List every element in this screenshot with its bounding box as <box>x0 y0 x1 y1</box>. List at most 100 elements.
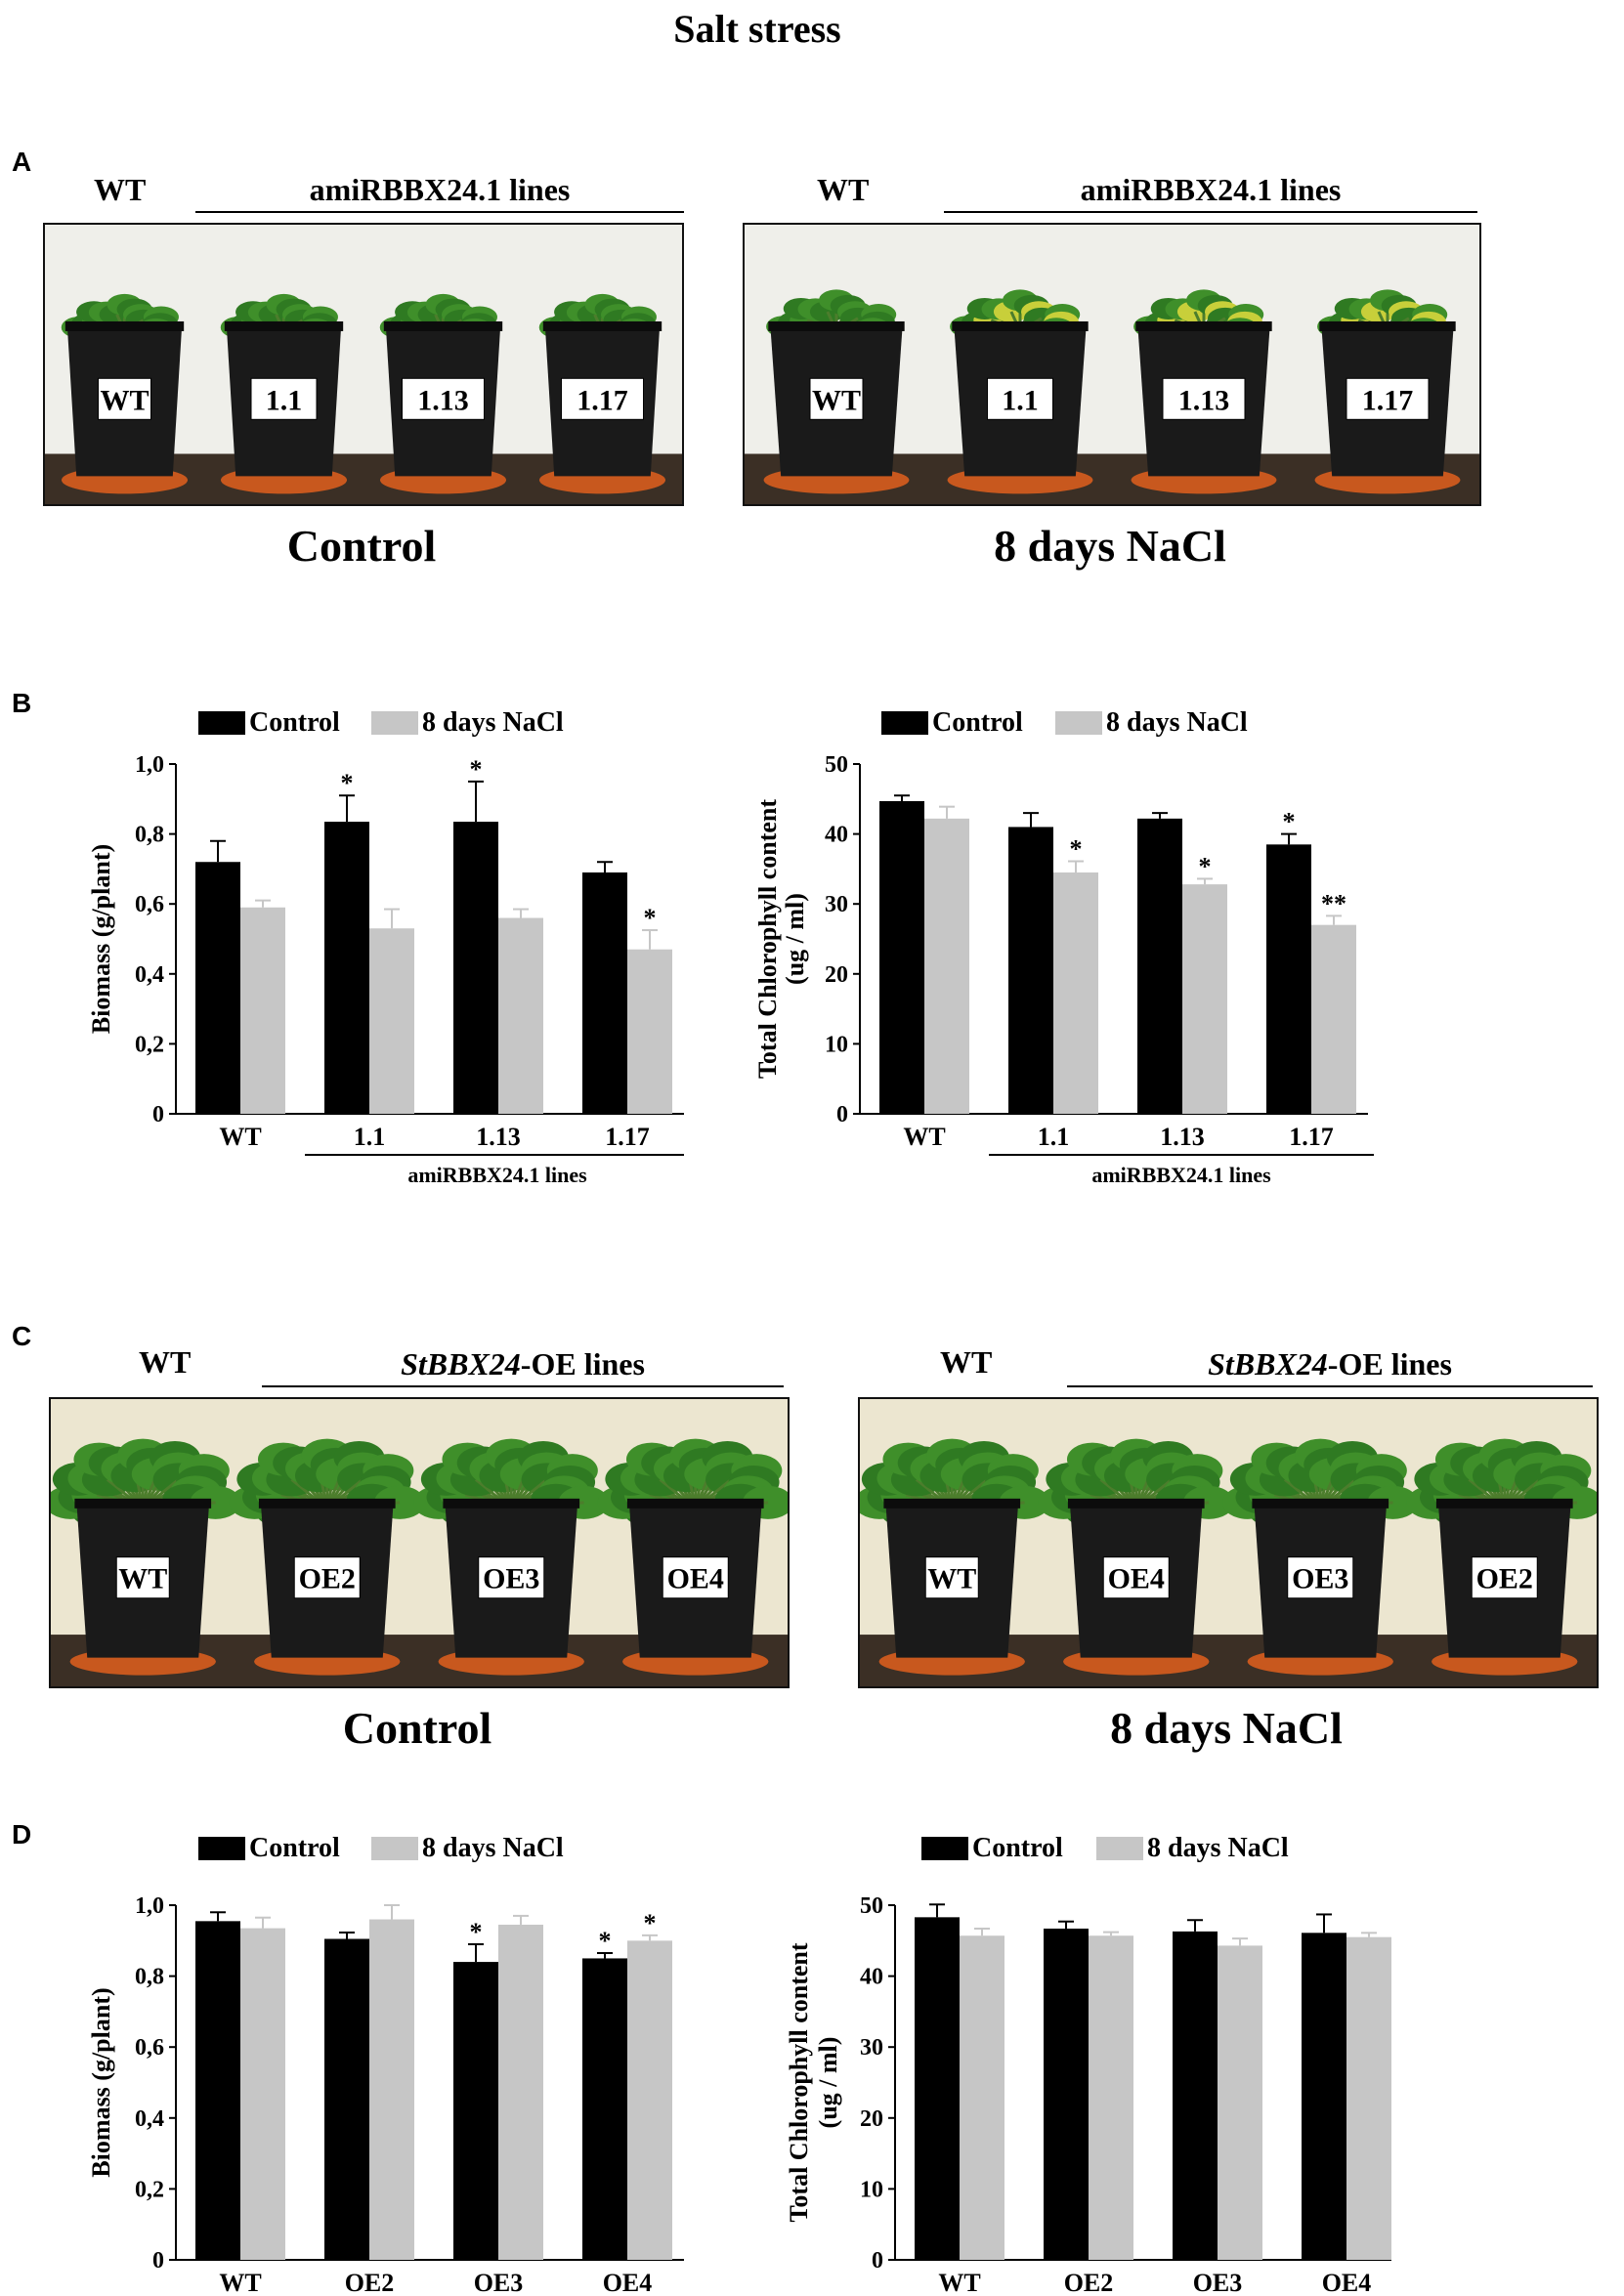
panel-c-control-photo: WT OE2 OE3 OE4 <box>49 1397 790 1688</box>
y-tick-label: 50 <box>860 1893 883 1919</box>
panel-d-chlorophyll-chart: Control 8 days NaCl 0 10 20 30 40 50 Total Chlor… <box>785 1833 1391 2296</box>
bar-nacl <box>498 917 543 1114</box>
pot-rim <box>64 320 185 331</box>
bar-nacl <box>924 818 969 1114</box>
significance-mark: ** <box>1321 889 1346 917</box>
y-axis-label: Biomass (g/plant) <box>87 1987 115 2177</box>
y-tick-label: 0 <box>152 1102 164 1127</box>
pot-label-tag <box>293 1556 361 1599</box>
panel-letter-a: A <box>12 147 32 177</box>
legend-label-nacl: 8 days NaCl <box>1147 1833 1289 1863</box>
y-tick-label: 0 <box>836 1102 848 1127</box>
panel-a-left-header-rule <box>195 211 684 213</box>
pot-label: 1.1 <box>1002 384 1039 416</box>
pot-rim <box>542 320 662 331</box>
panel-letter-c: C <box>12 1321 32 1351</box>
panel-a-left-wt-header: WT <box>94 172 147 207</box>
plant-photo-illustration: WT OE2 OE3 OE4 <box>51 1399 788 1686</box>
significance-mark: * <box>1283 808 1296 836</box>
x-tick-label: OE3 <box>1193 2269 1243 2296</box>
bar-control <box>324 1938 369 2260</box>
gene-name-italic: StBBX24 <box>1208 1346 1328 1382</box>
panel-a-right-header-rule <box>944 211 1477 213</box>
bar-control <box>879 800 924 1114</box>
bar-nacl <box>627 949 672 1114</box>
group-label: amiRBBX24.1 lines <box>1091 1163 1271 1187</box>
bar-nacl <box>1053 872 1098 1114</box>
pot-label-tag <box>98 377 151 420</box>
x-tick-label: WT <box>219 2269 261 2296</box>
significance-mark: * <box>1199 852 1212 880</box>
panel-letter-d: D <box>12 1819 32 1850</box>
panel-a-control-photo: WT 1.1 1.13 1.17 <box>43 223 684 506</box>
significance-mark: * <box>644 1909 657 1937</box>
legend-swatch-control <box>881 711 928 735</box>
y-axis-label: Biomass (g/plant) <box>87 844 115 1034</box>
legend-swatch-control <box>198 1837 245 1860</box>
panel-c-control-caption: Control <box>342 1703 492 1753</box>
pot-label: 1.1 <box>266 384 303 416</box>
panel-c-left-lines-header: StBBX24-OE lines <box>262 1346 784 1382</box>
pot-rim <box>883 1498 1021 1509</box>
bar-nacl <box>240 907 285 1114</box>
bar-control <box>582 872 627 1114</box>
pot-rim <box>1067 1498 1205 1509</box>
significance-mark: * <box>1070 835 1083 864</box>
x-tick-label: OE2 <box>345 2269 395 2296</box>
y-tick-label: 0 <box>152 2248 164 2274</box>
legend-label-control: Control <box>249 707 340 738</box>
bar-nacl <box>1311 924 1356 1114</box>
pot-label-tag <box>924 1556 979 1599</box>
bar-control <box>1302 1933 1346 2260</box>
x-tick-label: OE2 <box>1064 2269 1114 2296</box>
pot-rim <box>74 1498 212 1509</box>
plant-photo-illustration: WT 1.1 1.13 1.17 <box>745 225 1479 504</box>
y-tick-label: 10 <box>860 2177 883 2202</box>
pot-rim <box>224 320 344 331</box>
pot-rim <box>443 1498 580 1509</box>
significance-mark: * <box>599 1927 612 1955</box>
legend-label-nacl: 8 days NaCl <box>422 1833 564 1863</box>
pot-label-tag <box>1346 377 1430 420</box>
panel-a-right-wt-header: WT <box>817 172 870 207</box>
bar-control <box>1008 827 1053 1114</box>
pot-rim <box>768 320 905 331</box>
pot-label-tag <box>1102 1556 1170 1599</box>
panel-a-nacl-caption: 8 days NaCl <box>994 521 1226 571</box>
bar-nacl <box>1182 884 1227 1114</box>
x-tick-label: OE3 <box>474 2269 524 2296</box>
panel-a-control-caption: Control <box>286 521 437 571</box>
y-axis-label-units: (ug / ml) <box>781 893 809 985</box>
y-tick-label: 30 <box>825 892 848 917</box>
legend-swatch-control <box>921 1837 968 1860</box>
y-tick-label: 0,8 <box>135 823 164 848</box>
x-tick-label: 1.13 <box>476 1123 521 1151</box>
plant-photo-illustration: WT 1.1 1.13 1.17 <box>45 225 682 504</box>
panel-a-right-lines-header: amiRBBX24.1 lines <box>1080 172 1342 207</box>
pot-label-tag <box>809 377 864 420</box>
bar-nacl <box>369 1919 414 2260</box>
panel-c-nacl-photo: WT OE4 OE3 OE2 <box>858 1397 1599 1688</box>
pot-label: OE3 <box>1292 1563 1348 1595</box>
pot-rim <box>383 320 503 331</box>
pot-label-tag <box>478 1556 545 1599</box>
panel-a-nacl-photo: WT 1.1 1.13 1.17 <box>743 223 1481 506</box>
y-tick-label: 0,6 <box>135 892 164 917</box>
y-axis-label-units: (ug / ml) <box>814 2037 842 2129</box>
x-tick-label: WT <box>938 2269 980 2296</box>
pot-rim <box>1252 1498 1389 1509</box>
y-tick-label: 0,4 <box>135 962 164 988</box>
significance-mark: * <box>644 904 657 932</box>
pot-rim <box>626 1498 764 1509</box>
pot-rim <box>1319 320 1456 331</box>
pot-label-tag <box>662 1556 729 1599</box>
pot-label-tag <box>987 377 1053 420</box>
pot-label: WT <box>100 384 149 416</box>
pot-label: OE4 <box>1108 1563 1165 1595</box>
pot-label-tag <box>402 377 485 420</box>
y-axis-label: Total Chlorophyll content <box>785 1942 813 2222</box>
bar-control <box>324 822 369 1114</box>
y-axis-label: Total Chlorophyll content <box>758 799 782 1079</box>
figure-title: Salt stress <box>673 7 841 51</box>
pot-label: OE4 <box>667 1563 724 1595</box>
